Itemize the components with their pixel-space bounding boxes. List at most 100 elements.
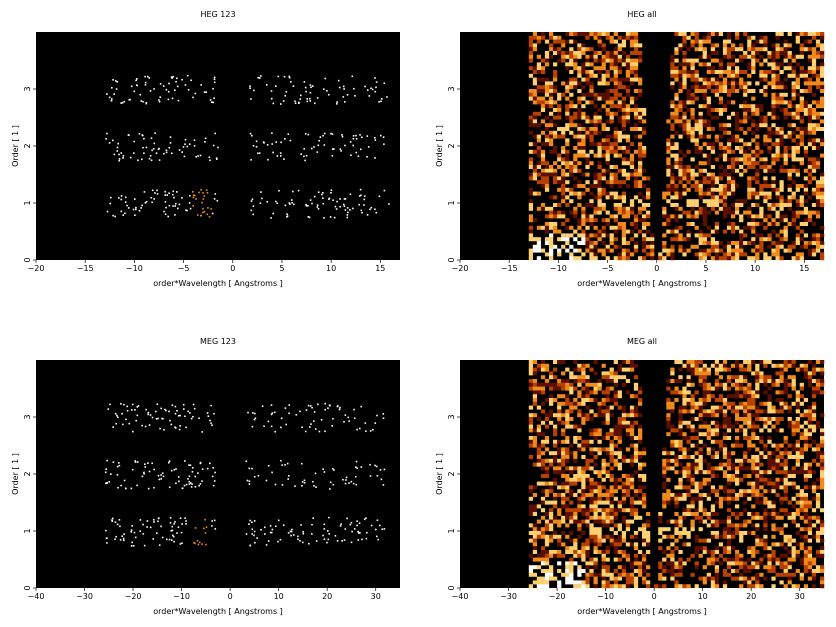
heatmap-cell	[714, 180, 720, 185]
heatmap-cell	[270, 217, 272, 219]
heatmap-cell	[536, 35, 542, 40]
heatmap-cell	[775, 77, 780, 82]
heatmap-cell	[585, 493, 590, 497]
heatmap-cell	[621, 481, 627, 486]
heatmap-cell	[811, 485, 817, 490]
heatmap-cell	[191, 471, 194, 473]
heatmap-cell	[569, 123, 574, 128]
heatmap-cell	[731, 241, 736, 245]
heatmap-cell	[783, 405, 788, 410]
heatmap-cell	[751, 481, 756, 486]
heatmap-cell	[557, 360, 562, 364]
heatmap-cell	[642, 184, 647, 188]
heatmap-cell	[157, 474, 160, 477]
heatmap-cell	[763, 157, 768, 162]
heatmap-cell	[710, 439, 716, 444]
heatmap-cell	[779, 142, 784, 147]
x-tick-label: −10	[173, 592, 190, 601]
heatmap-cell	[731, 176, 736, 181]
heatmap-cell	[245, 460, 248, 463]
heatmap-cell	[380, 478, 383, 481]
heatmap-cell	[577, 134, 582, 139]
heatmap-cell	[553, 210, 558, 215]
heatmap-cell	[585, 100, 590, 105]
heatmap-cell	[751, 401, 756, 406]
heatmap-cell	[739, 146, 744, 150]
heatmap-cell	[540, 367, 546, 372]
heatmap-cell	[670, 134, 675, 139]
heatmap-cell	[581, 172, 586, 177]
heatmap-cell	[666, 477, 671, 482]
heatmap-cell	[731, 229, 736, 234]
heatmap-cell	[811, 424, 817, 429]
heatmap-cell	[171, 529, 174, 532]
heatmap-cell	[674, 523, 679, 528]
heatmap-cell	[332, 483, 335, 486]
heatmap-cell	[593, 111, 598, 116]
heatmap-cell	[807, 108, 813, 112]
heatmap-cell	[726, 523, 732, 528]
heatmap-cell	[613, 481, 618, 486]
heatmap-cell	[735, 394, 740, 399]
heatmap-cell	[581, 138, 586, 143]
heatmap-cell	[585, 81, 590, 86]
heatmap-cell	[714, 138, 720, 143]
heatmap-cell	[613, 206, 618, 211]
heatmap-cell	[795, 187, 800, 192]
heatmap-cell	[735, 470, 740, 475]
heatmap-cell	[282, 524, 285, 526]
heatmap-cell	[593, 195, 598, 200]
heatmap-cell	[803, 108, 809, 112]
heatmap-cell	[739, 214, 744, 219]
heatmap-cell	[799, 382, 804, 387]
heatmap-cell	[601, 191, 606, 196]
heatmap-cell	[270, 404, 273, 406]
heatmap-cell	[118, 159, 120, 162]
heatmap-cell	[763, 47, 768, 52]
heatmap-cell	[344, 198, 347, 200]
y-tick-label: 0	[447, 257, 456, 262]
heatmap-cell	[803, 241, 809, 245]
heatmap-cell	[638, 146, 643, 150]
heatmap-cell	[807, 519, 813, 524]
heatmap-cell	[549, 398, 554, 402]
heatmap-cell	[771, 123, 776, 128]
heatmap-cell	[111, 517, 114, 520]
heatmap-cell	[698, 367, 703, 372]
heatmap-cell	[686, 508, 691, 513]
heatmap-cell	[638, 184, 643, 188]
heatmap-cell	[678, 443, 683, 448]
heatmap-cell	[589, 218, 594, 223]
heatmap-cell	[771, 180, 776, 185]
heatmap-cell	[331, 468, 334, 470]
heatmap-cell	[735, 252, 740, 257]
heatmap-cell	[318, 139, 320, 142]
heatmap-cell	[646, 252, 651, 257]
heatmap-cell	[113, 93, 115, 95]
heatmap-cell	[589, 477, 594, 482]
heatmap-cell	[706, 428, 711, 433]
heatmap-cell	[747, 443, 752, 448]
heatmap-cell	[763, 455, 768, 459]
heatmap-cell	[561, 462, 566, 467]
heatmap-cell	[751, 360, 756, 364]
heatmap-cell	[609, 447, 614, 452]
heatmap-cell	[613, 58, 618, 63]
heatmap-cell	[629, 363, 635, 368]
heatmap-cell	[771, 485, 776, 490]
heatmap-cell	[540, 458, 546, 463]
heatmap-cell	[751, 35, 756, 40]
heatmap-cell	[747, 512, 752, 516]
heatmap-cell	[795, 157, 800, 162]
heatmap-cell	[763, 375, 768, 380]
heatmap-cell	[686, 172, 691, 177]
heatmap-cell	[722, 149, 728, 154]
x-axis-label: order*Wavelength [ Angstroms ]	[153, 279, 283, 288]
heatmap-cell	[690, 70, 695, 74]
heatmap-cell	[714, 77, 720, 82]
heatmap-cell	[739, 229, 744, 234]
heatmap-cell	[714, 115, 720, 120]
heatmap-cell	[119, 539, 122, 541]
heatmap-cell	[779, 180, 784, 185]
heatmap-cell	[589, 100, 594, 105]
